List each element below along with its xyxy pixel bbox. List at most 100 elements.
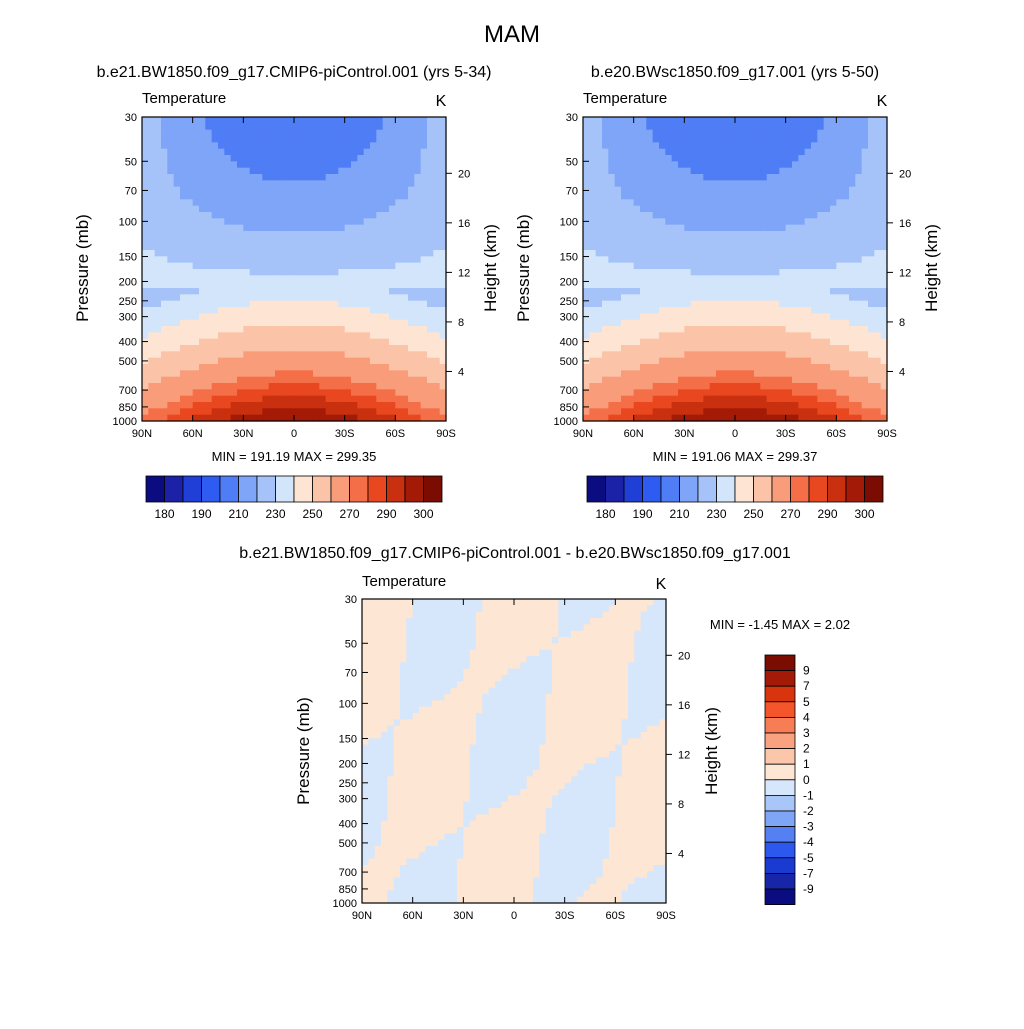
contour-cell [805, 123, 812, 130]
contour-cell [300, 358, 307, 365]
contour-cell [779, 364, 786, 371]
contour-cell [760, 389, 767, 396]
contour-cell [646, 193, 653, 200]
contour-cell [269, 294, 276, 301]
contour-cell [672, 320, 679, 327]
contour-cell [212, 187, 219, 194]
contour-cell [843, 123, 850, 130]
contour-cell [205, 168, 212, 175]
contour-cell [684, 168, 691, 175]
contour-cell [218, 117, 225, 124]
contour-cell [174, 402, 181, 409]
contour-cell [427, 358, 434, 365]
contour-cell [368, 808, 375, 815]
contour-cell [792, 263, 799, 270]
contour-cell [205, 117, 212, 124]
contour-cell [362, 605, 369, 612]
contour-cell [729, 250, 736, 257]
contour-cell [389, 332, 396, 339]
contour-cell [691, 218, 698, 225]
contour-cell [256, 130, 263, 137]
contour-cell [402, 402, 409, 409]
contour-cell [735, 123, 742, 130]
contour-cell [326, 364, 333, 371]
contour-cell [862, 377, 869, 384]
contour-cell [659, 383, 666, 390]
contour-cell [862, 168, 869, 175]
contour-cell [395, 275, 402, 282]
contour-cell [142, 377, 149, 384]
contour-cell [313, 218, 320, 225]
contour-cell [779, 263, 786, 270]
contour-cell [659, 218, 666, 225]
panel-difference: b.e21.BW1850.f09_g17.CMIP6-piControl.001… [239, 545, 850, 922]
contour-cell [408, 358, 415, 365]
contour-cell [779, 199, 786, 206]
contour-cell [237, 358, 244, 365]
contour-cell [362, 808, 369, 815]
contour-cell [684, 206, 691, 213]
contour-cell [811, 218, 818, 225]
contour-cell [199, 225, 206, 232]
contour-cell [313, 168, 320, 175]
contour-cell [589, 275, 596, 282]
contour-cell [269, 402, 276, 409]
contour-cell [640, 307, 647, 314]
contour-cell [395, 307, 402, 314]
contour-cell [338, 358, 345, 365]
contour-cell [805, 383, 812, 390]
contour-cell [767, 396, 774, 403]
contour-cell [402, 250, 409, 257]
contour-cell [811, 301, 818, 308]
contour-cell [615, 250, 622, 257]
contour-cell [843, 174, 850, 181]
contour-cell [741, 142, 748, 149]
contour-cell [862, 250, 869, 257]
contour-cell [370, 408, 377, 415]
contour-cell [773, 161, 780, 168]
contour-cell [665, 155, 672, 162]
contour-cell [735, 377, 742, 384]
contour-cell [237, 275, 244, 282]
contour-cell [596, 339, 603, 346]
contour-cell [703, 256, 710, 263]
contour-cell [345, 269, 352, 276]
contour-cell [697, 218, 704, 225]
contour-cell [243, 370, 250, 377]
contour-cell [269, 231, 276, 238]
contour-cell [389, 237, 396, 244]
contour-cell [596, 117, 603, 124]
contour-cell [186, 301, 193, 308]
contour-cell [368, 662, 375, 669]
contour-cell [817, 212, 824, 219]
contour-cell [288, 199, 295, 206]
contour-cell [703, 301, 710, 308]
contour-cell [665, 187, 672, 194]
contour-cell [589, 130, 596, 137]
contour-cell [748, 377, 755, 384]
contour-cell [665, 396, 672, 403]
contour-cell [874, 263, 881, 270]
contour-cell [414, 193, 421, 200]
contour-cell [729, 408, 736, 415]
contour-cell [627, 358, 634, 365]
contour-cell [294, 345, 301, 352]
contour-cell [748, 244, 755, 251]
contour-cell [634, 136, 641, 143]
contour-cell [722, 313, 729, 320]
contour-cell [256, 396, 263, 403]
contour-cell [313, 263, 320, 270]
contour-cell [351, 231, 358, 238]
contour-cell [433, 332, 440, 339]
contour-cell [313, 282, 320, 289]
contour-cell [155, 396, 162, 403]
contour-cell [155, 269, 162, 276]
contour-cell [218, 358, 225, 365]
contour-cell [155, 320, 162, 327]
contour-cell [364, 212, 371, 219]
contour-cell [678, 256, 685, 263]
contour-cell [345, 402, 352, 409]
contour-cell [368, 802, 375, 809]
contour-cell [174, 206, 181, 213]
contour-cell [389, 231, 396, 238]
